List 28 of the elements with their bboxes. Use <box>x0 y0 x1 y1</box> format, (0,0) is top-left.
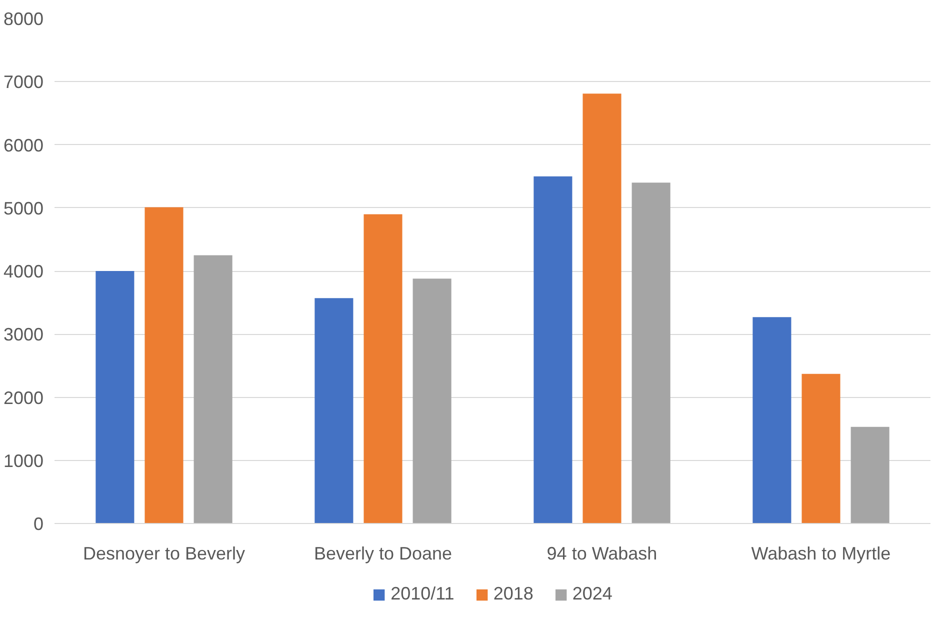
x-tick-label: 94 to Wabash <box>546 544 658 564</box>
x-tick-label: Beverly to Doane <box>314 544 452 564</box>
legend-label: 2010/11 <box>390 584 454 604</box>
y-tick-label: 8000 <box>3 9 44 29</box>
y-tick-label: 0 <box>33 514 44 534</box>
bar <box>194 255 232 524</box>
bar <box>144 207 184 524</box>
legend-label: 2024 <box>572 584 612 604</box>
y-tick-label: 5000 <box>3 198 44 218</box>
x-tick-label: Wabash to Myrtle <box>751 544 891 564</box>
y-tick-label: 3000 <box>3 324 44 345</box>
y-tick-label: 1000 <box>3 450 44 471</box>
bar <box>752 317 792 524</box>
bar <box>850 426 890 524</box>
bar <box>582 94 622 524</box>
y-tick-label: 2000 <box>3 388 44 408</box>
x-tick-label: Desnoyer to Beverly <box>82 544 246 564</box>
bar <box>802 374 840 524</box>
y-tick-label: 4000 <box>3 262 44 282</box>
y-tick-label: 7000 <box>3 72 44 92</box>
bar <box>96 271 134 524</box>
y-tick-label: 6000 <box>3 135 44 156</box>
legend-label: 2018 <box>493 584 534 604</box>
bar <box>364 214 402 524</box>
bar <box>412 278 452 524</box>
bar <box>632 182 670 524</box>
bar <box>534 176 572 524</box>
bar <box>314 298 354 524</box>
